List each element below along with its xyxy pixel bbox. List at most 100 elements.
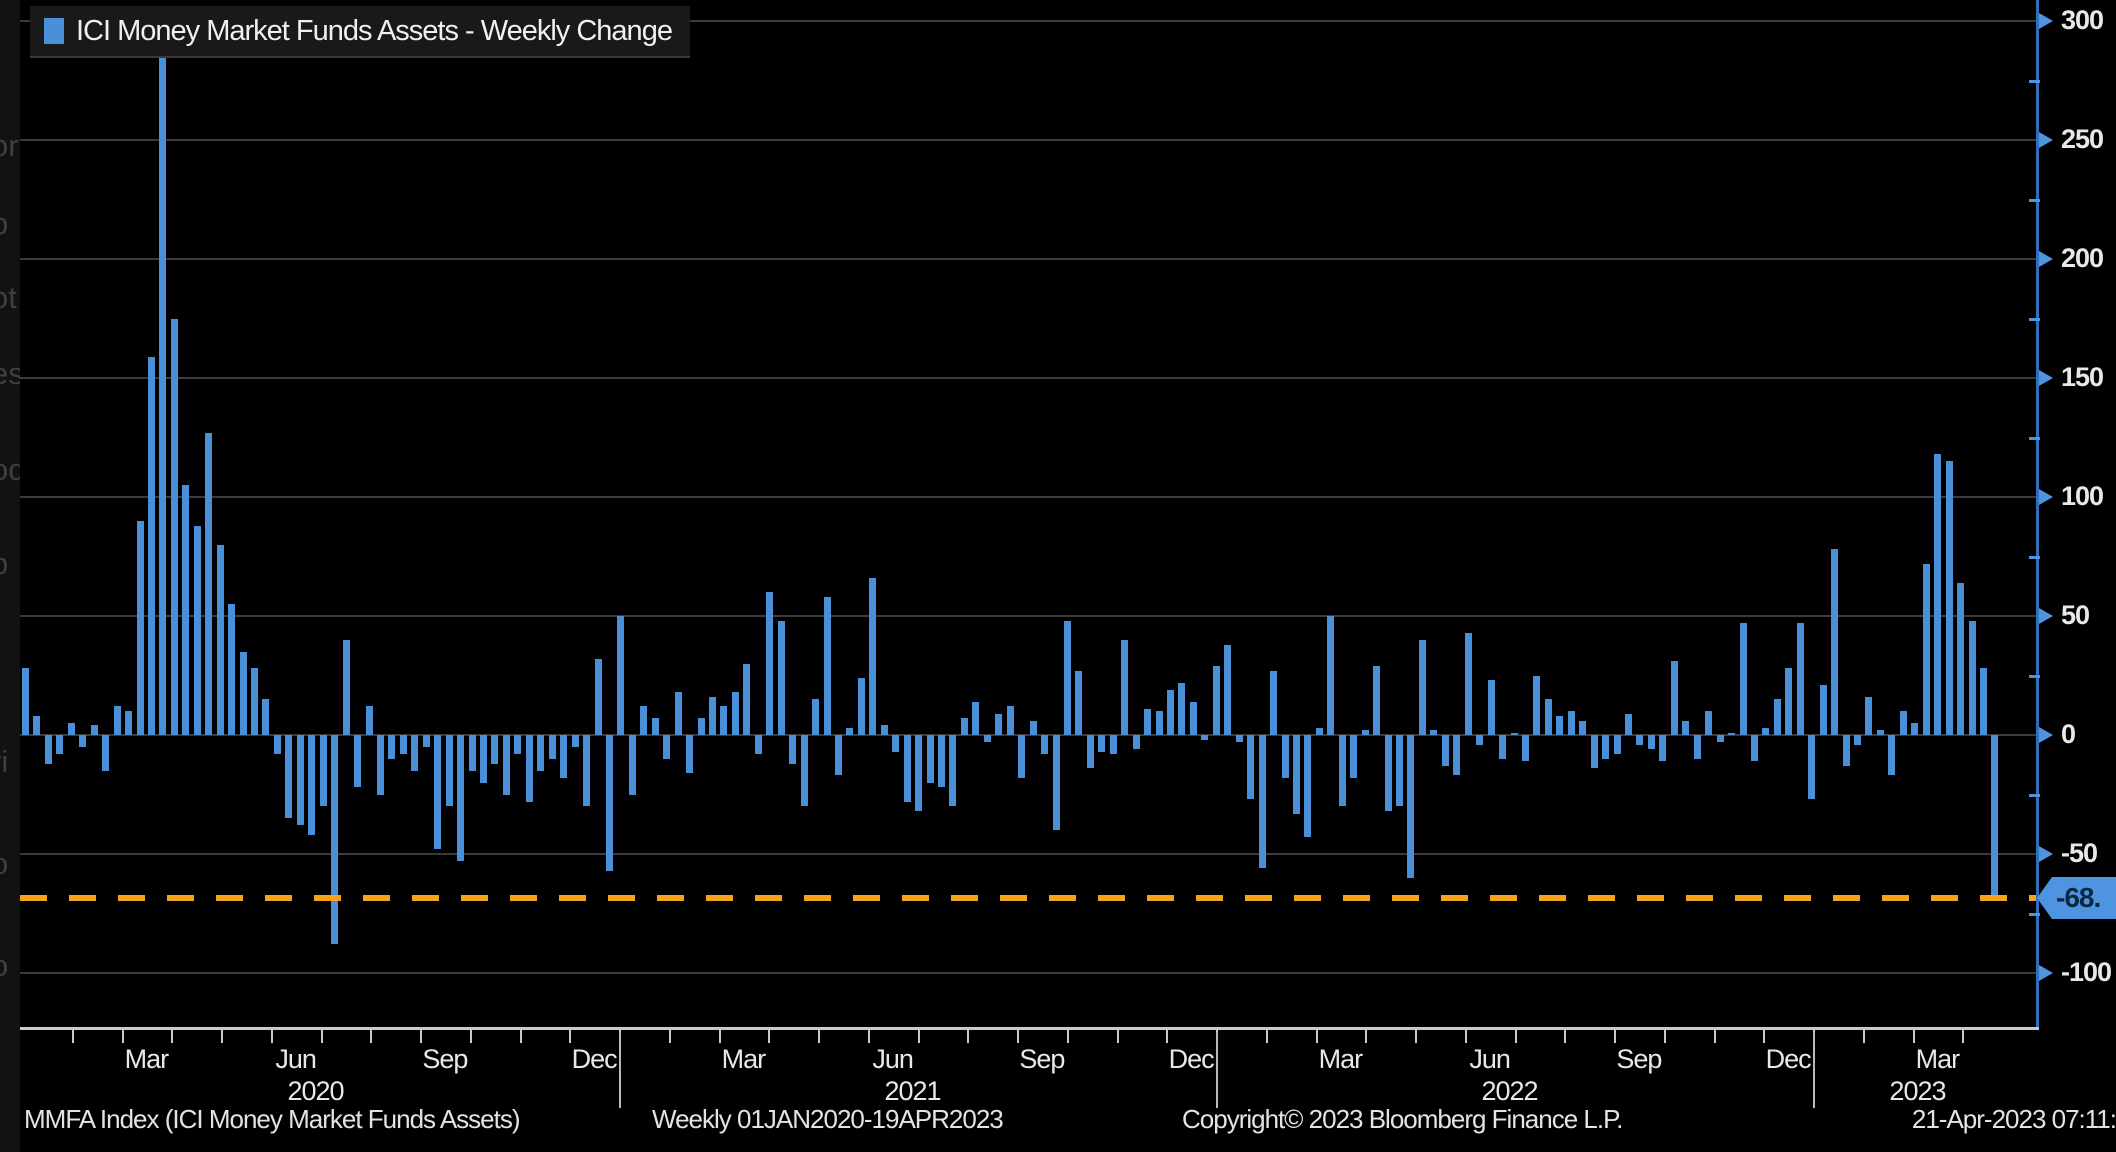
bar[interactable] [972, 701, 980, 735]
bar[interactable] [216, 544, 224, 735]
bar[interactable] [812, 699, 820, 735]
bar[interactable] [296, 735, 304, 826]
bar[interactable] [754, 735, 762, 755]
bar[interactable] [125, 711, 133, 735]
bar[interactable] [457, 735, 465, 862]
bar[interactable] [354, 735, 362, 788]
bar[interactable] [1510, 732, 1518, 735]
bar[interactable] [102, 735, 110, 771]
bar[interactable] [1407, 735, 1415, 878]
bar[interactable] [1144, 708, 1152, 735]
bar[interactable] [1258, 735, 1266, 869]
bar[interactable] [319, 735, 327, 807]
bar[interactable] [1808, 735, 1816, 800]
bar[interactable] [605, 735, 613, 871]
bar[interactable] [766, 592, 774, 735]
bar[interactable] [1647, 735, 1655, 750]
bar[interactable] [743, 663, 751, 735]
bar[interactable] [388, 735, 396, 759]
bar[interactable] [789, 735, 797, 764]
bar[interactable] [228, 604, 236, 735]
bar[interactable] [949, 735, 957, 807]
bar[interactable] [376, 735, 384, 795]
bar[interactable] [1957, 582, 1965, 735]
bar[interactable] [548, 735, 556, 759]
bar[interactable] [651, 718, 659, 735]
bar[interactable] [1544, 699, 1552, 735]
bar[interactable] [434, 735, 442, 850]
bar[interactable] [857, 677, 865, 735]
bar[interactable] [1979, 668, 1987, 735]
bar[interactable] [915, 735, 923, 812]
bar[interactable] [1899, 711, 1907, 735]
bar[interactable] [983, 735, 991, 743]
bar[interactable] [1533, 675, 1541, 735]
bar[interactable] [1613, 735, 1621, 755]
bar[interactable] [697, 718, 705, 735]
bar[interactable] [731, 692, 739, 735]
bar[interactable] [1556, 715, 1564, 735]
bar[interactable] [308, 735, 316, 835]
bar[interactable] [1315, 727, 1323, 735]
bar[interactable] [834, 735, 842, 776]
bar[interactable] [846, 727, 854, 735]
bar[interactable] [1063, 620, 1071, 735]
chart-legend[interactable]: ICI Money Market Funds Assets - Weekly C… [30, 6, 690, 58]
bar[interactable] [1945, 461, 1953, 735]
bar[interactable] [1430, 730, 1438, 735]
bar[interactable] [1934, 454, 1942, 735]
bar[interactable] [800, 735, 808, 807]
bar[interactable] [1132, 735, 1140, 750]
bar[interactable] [480, 735, 487, 783]
bar[interactable] [720, 706, 728, 735]
bar[interactable] [869, 577, 877, 735]
bar[interactable] [938, 735, 945, 788]
bar[interactable] [1487, 680, 1495, 735]
bar[interactable] [1155, 711, 1163, 735]
bar[interactable] [1247, 735, 1255, 800]
bar[interactable] [960, 718, 968, 735]
bar[interactable] [273, 735, 281, 755]
bar[interactable] [1785, 668, 1793, 735]
bar[interactable] [892, 735, 900, 752]
bar[interactable] [1018, 735, 1026, 778]
bar[interactable] [1029, 720, 1037, 735]
bar[interactable] [1396, 735, 1403, 807]
bar[interactable] [674, 692, 682, 735]
bar[interactable] [1705, 711, 1713, 735]
bar[interactable] [1304, 735, 1312, 838]
bar[interactable] [1968, 620, 1976, 735]
bar[interactable] [640, 706, 648, 735]
bar[interactable] [1636, 735, 1644, 745]
bar[interactable] [285, 735, 293, 819]
bar[interactable] [331, 735, 339, 945]
bar[interactable] [1121, 639, 1129, 735]
bar[interactable] [445, 735, 453, 807]
bar[interactable] [1842, 735, 1850, 766]
bar[interactable] [113, 706, 121, 735]
bar[interactable] [67, 723, 75, 735]
bar[interactable] [995, 713, 1003, 735]
bar[interactable] [594, 658, 602, 735]
bar[interactable] [1464, 632, 1472, 735]
bar[interactable] [1109, 735, 1117, 755]
bar[interactable] [1796, 623, 1804, 735]
bar[interactable] [56, 735, 64, 755]
bar[interactable] [1178, 682, 1186, 735]
bar[interactable] [1750, 735, 1758, 762]
bar[interactable] [342, 639, 350, 735]
bar[interactable] [1052, 735, 1060, 831]
bar[interactable] [239, 651, 247, 735]
bar[interactable] [422, 735, 430, 747]
bar[interactable] [1476, 735, 1484, 745]
bar[interactable] [1201, 735, 1209, 740]
bar[interactable] [1670, 661, 1678, 735]
bar[interactable] [880, 725, 888, 735]
bar[interactable] [571, 735, 579, 747]
bar[interactable] [686, 735, 694, 774]
bar[interactable] [1590, 735, 1598, 769]
bar[interactable] [1041, 735, 1049, 755]
bar[interactable] [709, 696, 716, 735]
bar[interactable] [79, 735, 87, 747]
bar[interactable] [1521, 735, 1529, 762]
